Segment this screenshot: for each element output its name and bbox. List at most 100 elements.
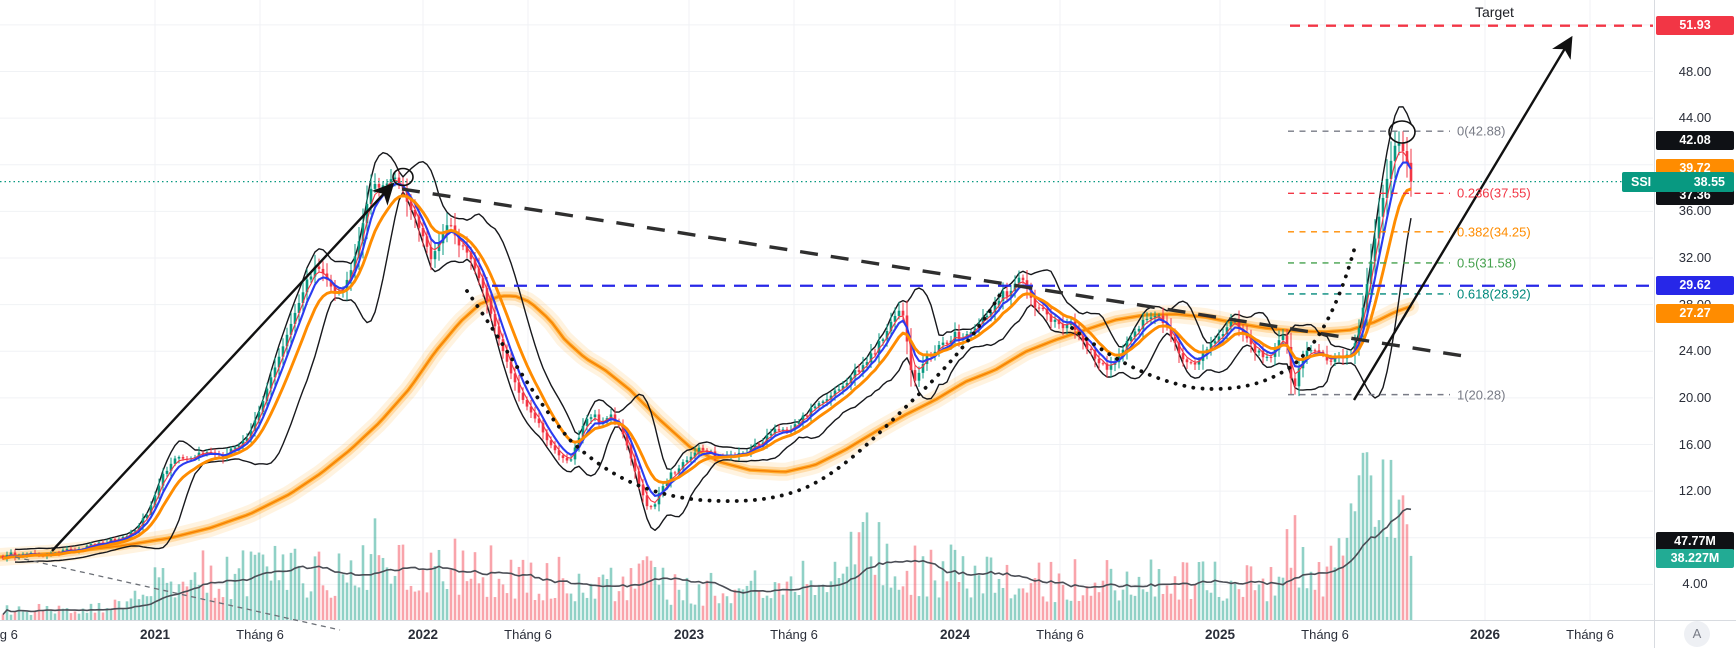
candle-body xyxy=(277,356,281,368)
candle-body xyxy=(1061,324,1065,329)
volume-bar xyxy=(1021,588,1025,620)
candle-body xyxy=(1309,350,1313,352)
volume-bar xyxy=(869,556,873,620)
volume-bar xyxy=(229,599,233,620)
volume-bar xyxy=(1257,584,1261,620)
candle-body xyxy=(765,435,769,443)
volume-bar xyxy=(501,584,505,620)
volume-bar xyxy=(545,563,549,620)
volume-bar xyxy=(513,598,517,620)
time-axis-month-label: Tháng 6 xyxy=(0,627,18,642)
candle-body xyxy=(553,445,557,451)
volume-bar xyxy=(1121,589,1125,620)
candle-body xyxy=(909,341,913,371)
volume-bar xyxy=(449,569,453,620)
candle-body xyxy=(1313,350,1317,352)
volume-bar xyxy=(565,593,569,620)
volume-bar xyxy=(1329,545,1333,620)
volume-bar xyxy=(469,578,473,620)
candle-body xyxy=(1177,343,1181,354)
volume-bar xyxy=(289,552,293,620)
candle-body xyxy=(257,411,261,421)
candle-body xyxy=(581,425,585,438)
candle-body xyxy=(1041,307,1045,310)
candle-body xyxy=(1141,319,1145,329)
candle-body xyxy=(129,531,133,536)
candle-body xyxy=(861,365,865,372)
volume-bar xyxy=(1317,562,1321,620)
volume-bar xyxy=(437,549,441,620)
volume-bar xyxy=(417,590,421,620)
candle-body xyxy=(945,342,949,344)
volume-bar xyxy=(921,556,925,620)
volume-bar xyxy=(529,562,533,620)
candle-body xyxy=(997,300,1001,306)
candle-body xyxy=(1145,318,1149,320)
volume-bar xyxy=(161,568,165,620)
volume-bar xyxy=(337,553,341,620)
volume-bar xyxy=(561,578,565,620)
volume-bar xyxy=(877,522,881,620)
volume-bar xyxy=(1125,571,1129,620)
volume-bar xyxy=(525,592,529,620)
price-axis-tick: 20.00 xyxy=(1678,389,1712,405)
candle-body xyxy=(445,225,449,234)
volume-bar xyxy=(169,581,173,620)
volume-bar xyxy=(965,588,969,620)
volume-bar xyxy=(625,600,629,620)
candle-body xyxy=(1093,349,1097,359)
volume-bar xyxy=(1017,588,1021,620)
candle-body xyxy=(841,385,845,390)
candle-body xyxy=(437,243,441,252)
volume-bar xyxy=(905,570,909,620)
candle-body xyxy=(137,525,141,531)
candle-body xyxy=(517,382,521,393)
time-axis-year-label: 2026 xyxy=(1469,627,1501,642)
candle-body xyxy=(469,252,473,260)
time-axis-month-label: Tháng 6 xyxy=(1301,627,1349,642)
volume-bar xyxy=(297,565,301,620)
candle-body xyxy=(529,406,533,413)
price-axis-tick: 12.00 xyxy=(1678,483,1712,499)
volume-bar xyxy=(277,580,281,620)
candle-body xyxy=(657,493,661,505)
candle-body xyxy=(881,339,885,342)
volume-bar xyxy=(165,582,169,620)
candle-body xyxy=(477,268,481,279)
candle-body xyxy=(1137,328,1141,332)
volume-bar xyxy=(325,590,329,620)
candle-body xyxy=(1381,197,1385,217)
candle-body xyxy=(1277,340,1281,350)
candle-body xyxy=(1249,338,1253,345)
candle-body xyxy=(1333,357,1337,362)
candle-body xyxy=(261,400,265,412)
symbol-name: SSI xyxy=(1631,174,1652,189)
volume-bar xyxy=(581,592,585,620)
candle-body xyxy=(1025,280,1029,289)
volume-bar xyxy=(1353,511,1357,620)
volume-bar xyxy=(785,581,789,620)
candle-body xyxy=(429,246,433,260)
volume-bar xyxy=(1225,598,1229,620)
volume-bar xyxy=(1033,578,1037,620)
volume-bar xyxy=(485,596,489,620)
volume-bar xyxy=(1321,596,1325,620)
candle-body xyxy=(853,370,857,378)
fib-level-label: 0(42.88) xyxy=(1457,123,1506,139)
candle-body xyxy=(597,414,601,424)
volume-bar xyxy=(65,608,69,620)
volume-bar xyxy=(1357,475,1361,620)
candle-body xyxy=(269,377,273,389)
candle-body xyxy=(633,458,637,472)
fib-level-label: 0.618(28.92) xyxy=(1457,286,1531,302)
target-annotation-label[interactable]: Target xyxy=(1475,4,1514,20)
candle-body xyxy=(969,332,973,335)
volume-bar xyxy=(117,601,121,620)
auto-scale-button[interactable]: A xyxy=(1684,621,1710,647)
volume-bar xyxy=(797,594,801,620)
volume-bar xyxy=(1233,583,1237,620)
candle-body xyxy=(177,457,181,459)
volume-bar xyxy=(793,591,797,620)
